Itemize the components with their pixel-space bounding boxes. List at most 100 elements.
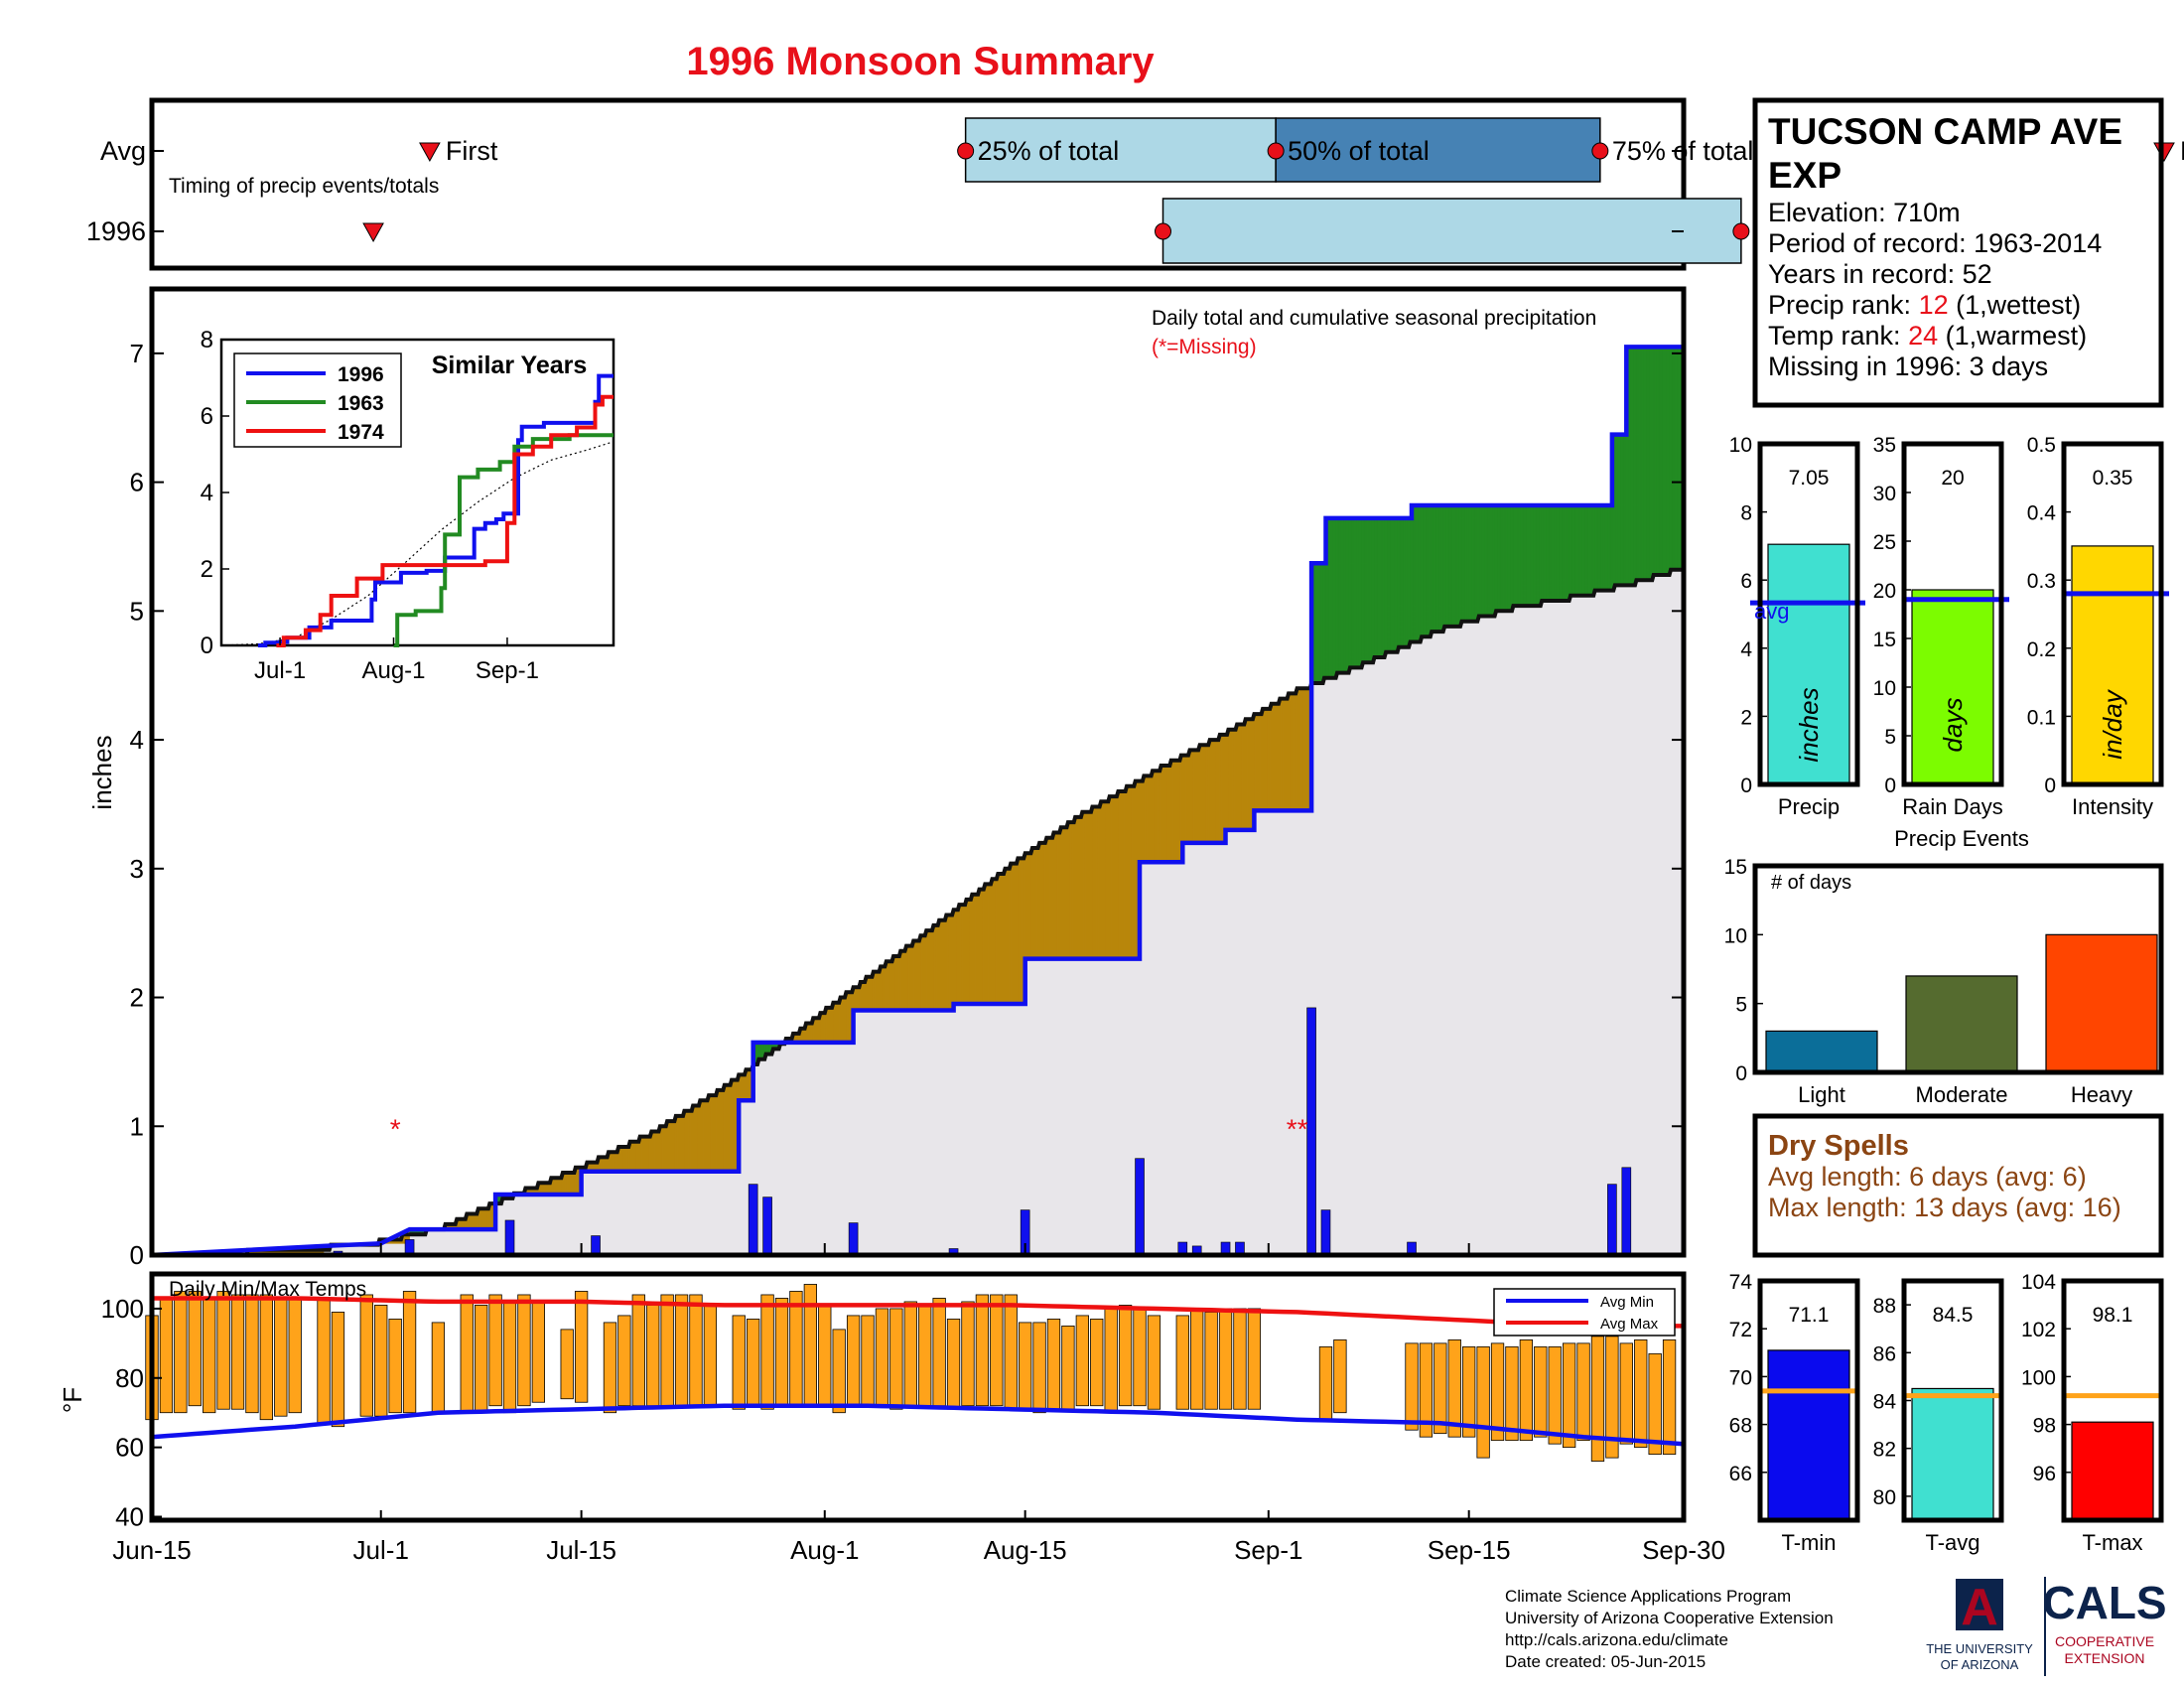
daily-precip-bar (762, 1196, 772, 1256)
t-min-value-bar (1767, 1349, 1850, 1521)
daily-temp-bar (990, 1294, 1004, 1407)
timing-row-year-label: 1996 (86, 216, 146, 246)
temps-chart-frame (149, 1271, 1687, 1523)
daily-precip-bar (1607, 1184, 1617, 1256)
dry-spells-title: Dry Spells (1768, 1130, 1909, 1162)
daily-temp-bar (674, 1294, 689, 1407)
avg-cumulative-line (152, 567, 1684, 1257)
daily-temp-bar (861, 1315, 875, 1407)
precip-events-title: Precip Events (1894, 826, 2029, 851)
main-y-tick-label: 5 (130, 596, 144, 626)
t-min-panel-frame (1757, 1278, 1860, 1523)
cals-logo-line1: CALS (2042, 1577, 2166, 1628)
precip-value-label: 7.05 (1789, 467, 1830, 490)
rain-days-category-label: Rain Days (1902, 794, 2002, 819)
intensity-y-tick-label: 0.5 (2027, 434, 2056, 457)
daily-temp-bar (288, 1298, 302, 1414)
temp-y-tick-label: 40 (115, 1502, 144, 1532)
inset-series-1963-line (393, 433, 614, 647)
rain-days-y-tick-label: 35 (1873, 434, 1896, 457)
daily-temp-bar (932, 1298, 946, 1407)
daily-temp-bar (1204, 1312, 1218, 1410)
t-min-y-tick-label: 68 (1729, 1415, 1752, 1438)
daily-temp-bar (359, 1294, 373, 1417)
station-name-line2: EXP (1768, 155, 1842, 196)
event-y-tick-label: 5 (1735, 994, 1747, 1017)
daily-temp-bar (1548, 1345, 1562, 1445)
daily-temp-bar (832, 1329, 846, 1414)
avg-min-line (151, 1403, 1685, 1447)
t-max-category-label: T-max (2082, 1530, 2142, 1555)
t-avg-y-tick-label: 80 (1873, 1486, 1896, 1509)
t-avg-y-tick-label: 88 (1873, 1295, 1896, 1318)
precip-y-tick-label: 4 (1740, 638, 1752, 661)
daily-temp-bar (1562, 1342, 1576, 1449)
inset-y-tick-label: 0 (201, 633, 213, 659)
daily-temp-bar (1061, 1325, 1075, 1410)
intensity-y-tick-label: 0.1 (2027, 706, 2056, 729)
cals-logo-line3: EXTENSION (2065, 1650, 2145, 1666)
main-chart-subtitle: (*=Missing) (1152, 336, 1257, 358)
daily-temp-bar (1534, 1345, 1548, 1438)
temps-legend-box (1493, 1288, 1676, 1336)
t-max-y-tick-label: 100 (2021, 1366, 2056, 1389)
avg-q25-marker (957, 142, 975, 160)
t-avg-y-tick-label: 86 (1873, 1342, 1896, 1365)
dry-spells-avg-length: Avg length: 6 days (avg: 6) (1768, 1162, 2087, 1192)
precip-value-bar (1767, 543, 1850, 785)
daily-temp-bar (488, 1294, 502, 1407)
event-category-label: Moderate (1916, 1082, 2008, 1107)
daily-temp-bar (1590, 1336, 1605, 1463)
legend-avg-min-label: Avg Min (1600, 1294, 1654, 1311)
daily-precip-bar (1320, 1209, 1331, 1256)
inset-x-tick-label: Aug-1 (361, 657, 425, 684)
daily-temp-bar (875, 1308, 889, 1407)
main-chart-frame (149, 286, 1687, 1258)
station-period: Period of record: 1963-2014 (1768, 228, 2102, 258)
main-y-tick-label: 2 (130, 983, 144, 1013)
main-axes: 0 1 2 3 4 5 6 7 (130, 339, 1685, 1270)
daily-temp-bar (1490, 1342, 1505, 1442)
event-y-tick-label: 15 (1724, 856, 1747, 879)
rain-days-value-label: 20 (1941, 467, 1964, 490)
avg-q50-marker (1267, 142, 1285, 160)
x-tick-label: Aug-15 (984, 1535, 1067, 1565)
year-q75-marker (1732, 222, 1750, 240)
daily-temp-bar (317, 1298, 331, 1424)
x-tick-label: Jul-15 (546, 1535, 616, 1565)
t-max-panel-frame (2061, 1278, 2164, 1523)
avg-last-marker (2153, 142, 2175, 163)
x-tick-label: Jul-1 (353, 1535, 409, 1565)
timing-row-avg-label: Avg (100, 136, 146, 166)
rain-days-y-tick-label: 10 (1873, 677, 1896, 700)
avg-q50-q75-box (1275, 117, 1601, 183)
station-temp-rank: Temp rank: 24 (1,warmest) (1768, 321, 2087, 351)
rain-days-y-tick-label: 20 (1873, 580, 1896, 603)
daily-precip-bar (748, 1184, 758, 1256)
cumulative-precip-marks: * ** (151, 345, 1685, 1258)
inset-title: Similar Years (432, 352, 588, 379)
rain-days-y-tick-label: 25 (1873, 531, 1896, 554)
daily-temp-bar (245, 1294, 259, 1414)
intensity-y-tick-label: 0.2 (2027, 638, 2056, 661)
inset-y-tick-label: 2 (201, 556, 213, 583)
t-max-y-tick-label: 96 (2033, 1463, 2056, 1485)
precip-rank-note: (1,wettest) (1949, 290, 2082, 320)
x-tick-label: Sep-30 (1642, 1535, 1725, 1565)
small-bar-panels: 7.050246810Precipinchesavg20051015202530… (1729, 434, 2169, 1555)
temps-y-axis-label: °F (58, 1387, 87, 1413)
daily-temp-bar (216, 1291, 230, 1410)
avg-q50-label: 50% of total (1288, 136, 1430, 166)
university-of-arizona-logo: A THE UNIVERSITY OF ARIZONA CALS COOPERA… (1926, 1577, 2167, 1676)
event-category-label: Light (1798, 1082, 1845, 1107)
station-elevation: Elevation: 710m (1768, 198, 1961, 227)
station-info-box: TUCSON CAMP AVE EXP Elevation: 710m Peri… (1752, 97, 2164, 408)
daily-temp-bar (1462, 1345, 1476, 1438)
inset-legend-label-1996: 1996 (338, 363, 384, 386)
daily-temp-bar (274, 1298, 288, 1417)
main-y-tick-label: 0 (130, 1240, 144, 1270)
daily-temp-bar (918, 1305, 932, 1407)
t-max-y-tick-label: 98 (2033, 1415, 2056, 1438)
daily-temp-bar (732, 1315, 746, 1410)
